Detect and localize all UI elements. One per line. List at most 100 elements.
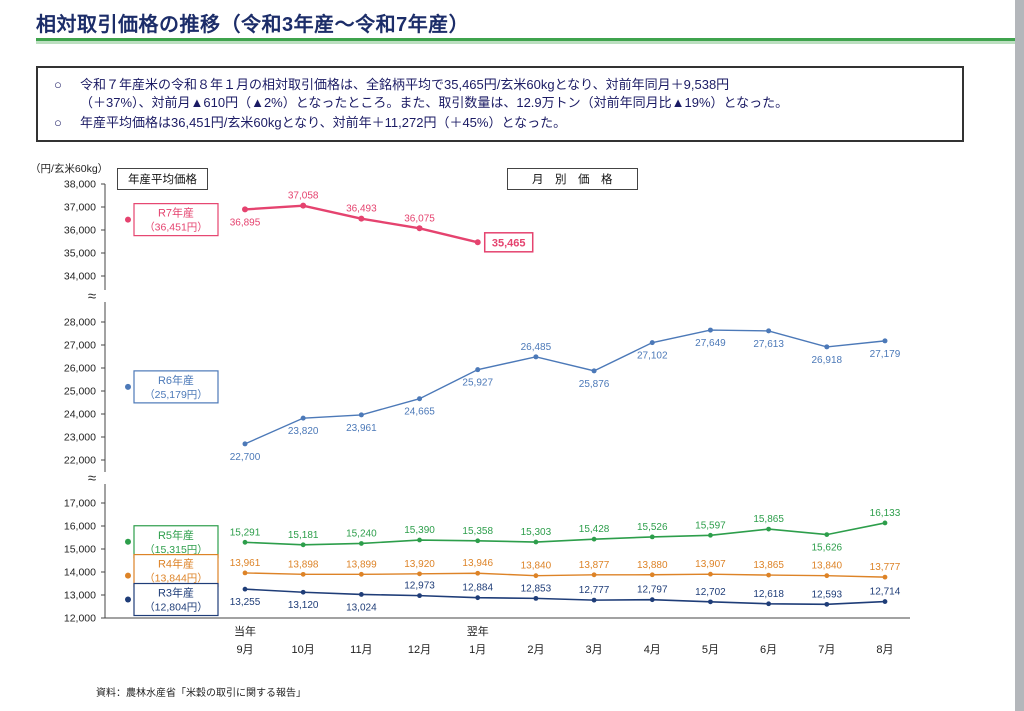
data-label: 13,840 — [521, 561, 552, 572]
series-line — [244, 204, 479, 244]
data-point — [300, 542, 306, 548]
data-point — [475, 595, 481, 601]
legend-series-name: R6年産 — [158, 373, 194, 387]
data-label: 15,526 — [637, 522, 668, 533]
data-label: 15,303 — [521, 527, 552, 538]
data-label: 12,593 — [812, 589, 843, 600]
data-point — [649, 597, 655, 603]
axes: ≈ ≈38,000 37,000 36,000 35,000 34,000 28,000 27… — [64, 179, 910, 656]
y-tick-label: 25,000 — [64, 386, 96, 398]
data-point — [766, 601, 772, 607]
series-R6年産: 22,700 23,820 23,961 24,665 25,927 26,485 25,8… — [230, 327, 901, 463]
series-R7年産: 36,895 37,058 36,493 36,075 35,465 — [230, 191, 534, 253]
bullet-marker: ○ — [54, 77, 62, 92]
data-label: 13,840 — [812, 561, 843, 572]
x-group-label: 翌年 — [467, 624, 489, 638]
highlight-label-box — [483, 232, 534, 253]
data-point — [242, 441, 248, 447]
x-tick-label: 4月 — [644, 644, 661, 656]
data-label: 13,777 — [870, 562, 901, 573]
bullet-marker: ○ — [54, 114, 62, 130]
summary-bullet: ○ 令和７年産米の令和８年１月の相対取引価格は、全銘柄平均で35,465円/玄米… — [50, 76, 950, 113]
x-tick-label: 8月 — [876, 644, 893, 656]
y-tick-label: 28,000 — [64, 317, 96, 329]
x-tick-label: 7月 — [818, 644, 835, 656]
data-label: 12,853 — [521, 583, 552, 594]
data-point — [475, 538, 481, 544]
summary-box: ○ 令和７年産米の令和８年１月の相対取引価格は、全銘柄平均で35,465円/玄米… — [36, 66, 964, 143]
data-label: 13,946 — [462, 558, 493, 569]
data-label: 24,665 — [404, 407, 435, 418]
annual-average-R7年産: R7年産 （36,451円） — [125, 203, 219, 237]
data-point — [649, 340, 655, 346]
data-point — [882, 574, 888, 580]
data-label: 13,865 — [753, 560, 784, 571]
annual-average-R3年産: R3年産 （12,804円） — [125, 582, 219, 617]
annual-average-point — [125, 596, 131, 603]
annual-average-point — [125, 216, 131, 223]
data-point — [358, 571, 364, 577]
x-tick-label: 3月 — [586, 644, 603, 656]
data-label: 36,075 — [404, 213, 435, 224]
legend-box — [133, 525, 219, 559]
x-tick-label: 1月 — [469, 644, 486, 656]
x-tick-label: 10月 — [292, 644, 315, 656]
legend-annual-value: （15,315円） — [144, 544, 208, 556]
legend-box — [133, 553, 219, 588]
data-label: 15,390 — [404, 525, 435, 536]
monthly-price-header: 月 別 価 格 — [507, 168, 638, 190]
series-R3年産: 13,255 13,120 13,024 12,973 12,884 12,853 12,7… — [230, 581, 901, 614]
summary-line: （＋37%）、対前月▲610円（▲2%）となったところ。また、取引数量は、12.… — [80, 95, 789, 111]
data-point — [766, 328, 772, 334]
data-point — [358, 215, 365, 222]
data-point — [824, 601, 830, 607]
data-label: 13,120 — [288, 600, 319, 611]
data-point — [533, 573, 539, 579]
footnotes: 資料：農林水産省「米穀の取引に関する報告」 注１：運賃、包装代、消費税相当額を含… — [96, 661, 867, 711]
data-label: 13,898 — [288, 559, 319, 570]
x-group-label: 当年 — [234, 624, 256, 638]
data-label: 15,865 — [753, 514, 784, 525]
summary-bullet: ○ 年産平均価格は36,451円/玄米60kgとなり、対前年＋11,272円（＋… — [50, 114, 950, 132]
data-label: 12,884 — [462, 583, 493, 594]
data-label: 13,920 — [404, 559, 435, 570]
y-tick-label: 24,000 — [64, 409, 96, 421]
data-point — [358, 541, 364, 546]
data-label: 15,626 — [812, 543, 843, 554]
data-label: 27,102 — [637, 351, 668, 362]
data-point — [300, 589, 306, 595]
data-point — [591, 536, 597, 542]
series-line — [244, 522, 886, 546]
data-label: 25,927 — [462, 378, 493, 389]
legend-box — [133, 582, 219, 617]
x-tick-label: 11月 — [350, 644, 372, 656]
data-label: 12,714 — [870, 587, 901, 598]
data-label: 36,493 — [346, 204, 377, 215]
series-R4年産: 13,961 13,898 13,899 13,920 13,946 13,840 13,8… — [230, 558, 901, 580]
data-point — [242, 539, 248, 545]
data-point — [475, 367, 481, 373]
data-point — [358, 592, 364, 597]
legend-series-name: R5年産 — [158, 528, 194, 542]
axis-break-icon: ≈ — [88, 288, 96, 305]
data-point — [417, 593, 422, 599]
y-tick-label: 34,000 — [64, 271, 96, 283]
data-label: 13,877 — [579, 560, 610, 571]
data-point — [416, 225, 423, 232]
y-tick-label: 14,000 — [64, 567, 96, 579]
footnote-line: 資料：農林水産省「米穀の取引に関する報告」 — [96, 688, 306, 700]
data-label: 13,899 — [346, 559, 377, 570]
legend-annual-value: （25,179円） — [144, 389, 208, 401]
legend-series-name: R3年産 — [158, 586, 194, 600]
title-underline-light — [36, 41, 1024, 44]
y-tick-label: 22,000 — [64, 455, 96, 467]
data-point — [300, 202, 307, 209]
data-label: 12,973 — [404, 581, 435, 592]
y-tick-label: 23,000 — [64, 432, 96, 444]
data-point — [417, 537, 422, 543]
annual-average-R4年産: R4年産 （13,844円） — [125, 553, 219, 588]
y-tick-label: 35,000 — [64, 248, 96, 260]
data-point — [417, 571, 422, 577]
data-point — [649, 534, 655, 540]
